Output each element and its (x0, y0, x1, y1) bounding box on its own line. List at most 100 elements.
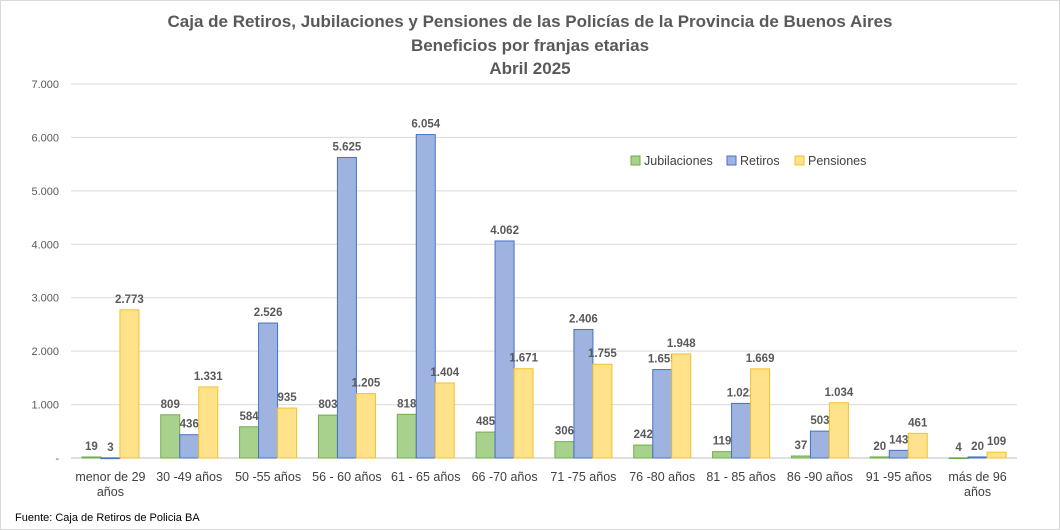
data-label: 19 (85, 441, 98, 453)
data-label: 436 (180, 419, 199, 431)
bar-jubilaciones (160, 414, 181, 459)
source-note: Fuente: Caja de Retiros de Policia BA (15, 512, 200, 524)
bar-retiros (731, 402, 752, 459)
legend-label: Jubilaciones (644, 154, 713, 168)
bar-pensiones (119, 309, 140, 459)
legend-swatch-jubilaciones (630, 155, 641, 166)
data-label: 20 (873, 441, 886, 453)
bar-retiros (494, 240, 515, 459)
bar-retiros (888, 449, 909, 459)
data-label: 1.404 (430, 367, 459, 379)
data-label: 306 (555, 426, 574, 438)
data-label: 4 (955, 442, 962, 454)
x-category-label: 86 -90 años (787, 470, 853, 484)
legend-swatch-retiros (726, 155, 737, 166)
x-category-label: 76 -80 años (629, 470, 695, 484)
bar-jubilaciones (475, 431, 496, 459)
y-tick-label: 7.000 (31, 79, 59, 91)
bar-pensiones (592, 363, 613, 459)
bar-pensiones (986, 451, 1007, 459)
y-tick-label: 3.000 (31, 293, 59, 305)
x-category-label: años (97, 485, 124, 499)
bar-pensiones (198, 386, 219, 459)
data-label: 6.054 (411, 119, 440, 131)
data-label: 461 (908, 417, 928, 429)
bar-jubilaciones (869, 456, 890, 459)
bar-retiros (179, 434, 200, 459)
data-label: 3 (107, 442, 113, 454)
data-label: 20 (971, 441, 984, 453)
data-label: 119 (713, 436, 732, 448)
data-label: 242 (634, 429, 653, 441)
data-label: 1.034 (825, 387, 854, 399)
bar-pensiones (750, 368, 771, 459)
data-label: 803 (318, 399, 337, 411)
bar-retiros (652, 369, 673, 459)
bar-pensiones (277, 407, 298, 459)
bar-jubilaciones (239, 426, 260, 459)
bar-retiros (809, 430, 830, 459)
x-category-label: 81 - 85 años (706, 470, 776, 484)
data-label: 485 (476, 416, 496, 428)
data-label: 37 (795, 440, 808, 452)
data-label: 4.062 (490, 225, 519, 237)
y-tick-label: - (55, 453, 59, 465)
bar-jubilaciones (81, 456, 102, 459)
y-tick-label: 5.000 (31, 186, 59, 198)
data-label: 1.671 (509, 353, 538, 365)
bar-pensiones (671, 353, 692, 459)
bar-pensiones (907, 432, 928, 459)
data-label: 809 (161, 399, 180, 411)
data-label: 935 (277, 392, 297, 404)
data-label: 1.669 (746, 353, 775, 365)
data-label: 109 (987, 436, 1006, 448)
bar-jubilaciones (712, 451, 733, 459)
data-label: 1.205 (352, 378, 381, 390)
data-label: 2.526 (254, 307, 283, 319)
legend-label: Pensiones (808, 154, 866, 168)
data-label: 1.331 (194, 371, 223, 383)
data-label: 503 (810, 415, 829, 427)
chart-title-line: Abril 2025 (489, 59, 570, 78)
data-label: 584 (239, 411, 259, 423)
bar-jubilaciones (948, 457, 969, 460)
x-category-label: 56 - 60 años (312, 470, 382, 484)
data-label: 818 (397, 398, 417, 410)
bar-retiros (258, 322, 279, 459)
data-label: 143 (889, 434, 908, 446)
bar-retiros (967, 456, 988, 459)
bar-pensiones (355, 393, 376, 459)
legend-label: Retiros (740, 154, 780, 168)
data-label: 2.406 (569, 313, 598, 325)
y-tick-label: 6.000 (31, 132, 59, 144)
chart-title-line: Caja de Retiros, Jubilaciones y Pensione… (168, 12, 893, 31)
bar-retiros (100, 457, 121, 460)
bar-retiros (336, 156, 357, 459)
data-label: 1.655 (648, 354, 677, 366)
bar-pensiones (434, 382, 455, 459)
x-category-label: 91 -95 años (866, 470, 932, 484)
y-tick-label: 1.000 (31, 400, 59, 412)
bar-pensiones (828, 402, 849, 459)
y-tick-label: 2.000 (31, 346, 59, 358)
chart-title-line: Beneficios por franjas etarias (411, 36, 649, 55)
data-label: 1.948 (667, 338, 696, 350)
data-label: 1.755 (588, 348, 617, 360)
x-category-label: más de 96 (948, 470, 1006, 484)
x-category-label: 30 -49 años (156, 470, 222, 484)
x-category-label: menor de 29 (75, 470, 145, 484)
data-label: 1.022 (727, 387, 756, 399)
legend-swatch-pensiones (794, 155, 805, 166)
x-category-label: 61 - 65 años (391, 470, 461, 484)
bar-retiros (415, 134, 436, 459)
x-category-label: 66 -70 años (472, 470, 538, 484)
bar-jubilaciones (790, 455, 811, 459)
bar-jubilaciones (396, 413, 417, 459)
y-tick-label: 4.000 (31, 239, 59, 251)
x-category-label: años (964, 485, 991, 499)
data-label: 2.773 (115, 294, 144, 306)
bar-jubilaciones (317, 414, 338, 459)
bar-jubilaciones (554, 441, 575, 459)
